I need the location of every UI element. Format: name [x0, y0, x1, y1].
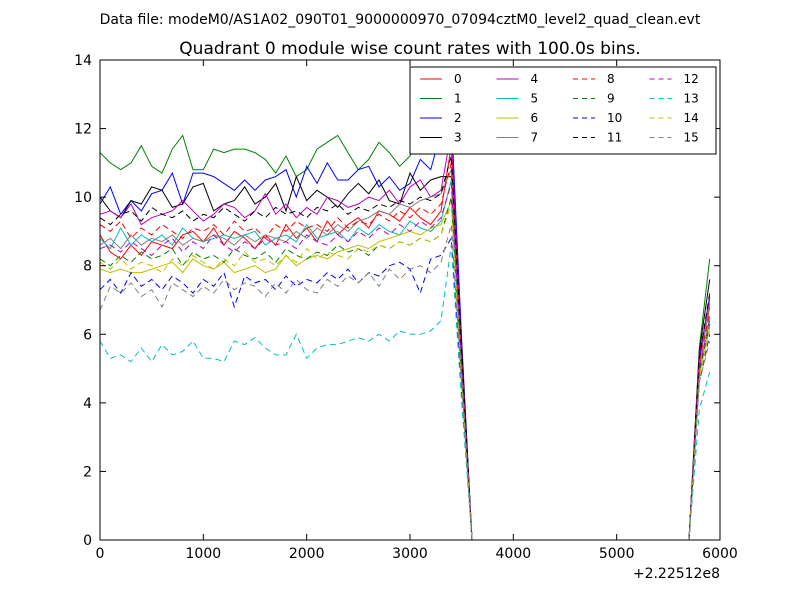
legend-label: 5 [531, 92, 539, 106]
x-offset-label: +2.22512e8 [633, 566, 720, 582]
legend-entry-14: 14 [649, 111, 699, 125]
legend-entry-4: 4 [496, 72, 539, 86]
series-line-8 [100, 162, 711, 540]
series-line-6 [100, 200, 711, 540]
legend-entry-15: 15 [649, 131, 699, 145]
legend-label: 9 [607, 92, 615, 106]
legend-entry-9: 9 [573, 92, 615, 106]
series-line-4 [100, 131, 711, 540]
series-line-13 [100, 245, 711, 540]
legend-entry-10: 10 [573, 111, 622, 125]
legend-label: 15 [684, 131, 699, 145]
legend-label: 12 [684, 72, 699, 86]
legend-entry-13: 13 [649, 92, 699, 106]
legend-entry-7: 7 [496, 131, 539, 145]
chart-title: Quadrant 0 module wise count rates with … [179, 39, 640, 59]
legend-label: 3 [454, 131, 462, 145]
series-line-3 [100, 171, 711, 540]
legend-entry-6: 6 [496, 111, 539, 125]
y-tick-label: 4 [83, 396, 92, 412]
x-tick-label: 0 [96, 546, 105, 562]
y-tick-label: 10 [74, 190, 92, 206]
series-line-12 [100, 183, 711, 540]
legend-label: 7 [531, 131, 539, 145]
legend-label: 4 [531, 72, 539, 86]
legend-box [409, 66, 717, 155]
legend-entry-3: 3 [420, 131, 462, 145]
y-tick-label: 12 [74, 122, 92, 138]
series-line-9 [100, 196, 711, 540]
legend-entry-2: 2 [420, 111, 462, 125]
legend-label: 8 [607, 72, 615, 86]
y-tick-label: 6 [83, 327, 92, 343]
legend-label: 11 [607, 131, 622, 145]
legend-entry-1: 1 [420, 92, 462, 106]
legend-entry-11: 11 [573, 131, 622, 145]
series-line-1 [100, 121, 711, 540]
x-tick-label: 3000 [392, 546, 428, 562]
legend-entry-8: 8 [573, 72, 615, 86]
legend-label: 6 [531, 111, 539, 125]
series-line-7 [100, 169, 711, 540]
legend-label: 2 [454, 111, 462, 125]
series-line-2 [100, 113, 711, 540]
x-tick-label: 4000 [496, 546, 532, 562]
x-tick-label: 6000 [702, 546, 738, 562]
x-tick-label: 1000 [186, 546, 222, 562]
x-tick-label: 2000 [289, 546, 325, 562]
legend-label: 13 [684, 92, 699, 106]
series-line-5 [100, 179, 711, 540]
series-line-14 [100, 203, 711, 540]
legend-label: 0 [454, 72, 462, 86]
plot-area-frame [99, 59, 721, 541]
x-tick-label: 5000 [599, 546, 635, 562]
series-layer [100, 113, 711, 540]
chart-suptitle: Data file: modeM0/AS1A02_090T01_90000009… [100, 12, 701, 28]
series-line-15 [100, 224, 711, 540]
y-tick-label: 8 [83, 259, 92, 275]
legend-label: 1 [454, 92, 462, 106]
legend-label: 10 [607, 111, 622, 125]
legend-entry-5: 5 [496, 92, 539, 106]
series-line-10 [100, 236, 711, 540]
y-tick-label: 0 [83, 533, 92, 549]
y-tick-label: 2 [83, 464, 92, 480]
series-line-11 [100, 155, 711, 540]
legend-label: 14 [684, 111, 699, 125]
legend-entry-0: 0 [420, 72, 462, 86]
y-tick-label: 14 [74, 53, 92, 69]
legend-entry-12: 12 [649, 72, 699, 86]
